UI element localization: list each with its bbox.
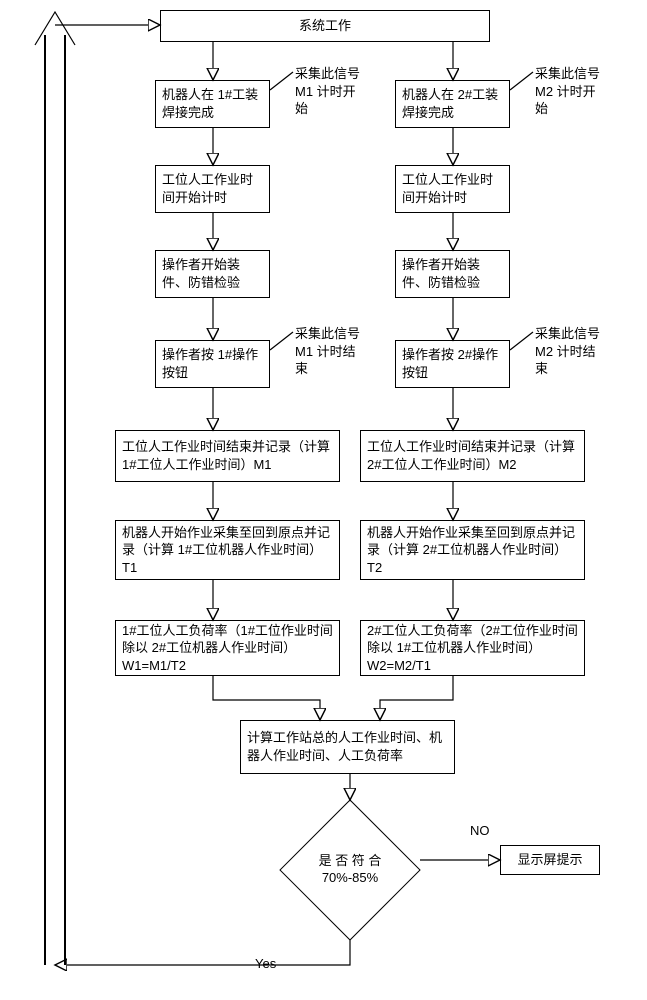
node-decision: 是 否 符 合70%-85% [300, 820, 400, 920]
label: 工位人工作业时间结束并记录（计算 2#工位人工作业时间）M2 [367, 438, 578, 473]
node-l6: 机器人开始作业采集至回到原点并记录（计算 1#工位机器人作业时间）T1 [115, 520, 340, 580]
node-l5: 工位人工作业时间结束并记录（计算 1#工位人工作业时间）M1 [115, 430, 340, 482]
label: 是 否 符 合70%-85% [300, 853, 400, 887]
annot-m1-end: 采集此信号M1 计时结束 [295, 325, 365, 378]
label: 1#工位人工负荷率（1#工位作业时间除以 2#工位机器人作业时间）W1=M1/T… [122, 622, 333, 675]
label: 操作者开始装件、防错检验 [162, 256, 263, 291]
node-r2: 工位人工作业时间开始计时 [395, 165, 510, 213]
label: 工位人工作业时间开始计时 [402, 171, 503, 206]
node-l1: 机器人在 1#工装焊接完成 [155, 80, 270, 128]
node-l3: 操作者开始装件、防错检验 [155, 250, 270, 298]
node-r4: 操作者按 2#操作按钮 [395, 340, 510, 388]
annot-m1-start: 采集此信号M1 计时开始 [295, 65, 365, 118]
label: 操作者开始装件、防错检验 [402, 256, 503, 291]
label-yes: Yes [255, 955, 276, 973]
label: 机器人在 1#工装焊接完成 [162, 86, 263, 121]
label-no: NO [470, 822, 490, 840]
node-system-work: 系统工作 [160, 10, 490, 42]
label: 系统工作 [299, 17, 351, 35]
label: 工位人工作业时间开始计时 [162, 171, 263, 206]
node-r1: 机器人在 2#工装焊接完成 [395, 80, 510, 128]
label: 2#工位人工负荷率（2#工位作业时间除以 1#工位机器人作业时间）W2=M2/T… [367, 622, 578, 675]
annot-m2-start: 采集此信号M2 计时开始 [535, 65, 605, 118]
label: 工位人工作业时间结束并记录（计算 1#工位人工作业时间）M1 [122, 438, 333, 473]
node-l7: 1#工位人工负荷率（1#工位作业时间除以 2#工位机器人作业时间）W1=M1/T… [115, 620, 340, 676]
node-calc-total: 计算工作站总的人工作业时间、机器人作业时间、人工负荷率 [240, 720, 455, 774]
label: 机器人在 2#工装焊接完成 [402, 86, 503, 121]
flowchart-canvas: 系统工作 机器人在 1#工装焊接完成 工位人工作业时间开始计时 操作者开始装件、… [0, 0, 647, 1000]
label: 显示屏提示 [517, 851, 582, 869]
node-r5: 工位人工作业时间结束并记录（计算 2#工位人工作业时间）M2 [360, 430, 585, 482]
node-r7: 2#工位人工负荷率（2#工位作业时间除以 1#工位机器人作业时间）W2=M2/T… [360, 620, 585, 676]
node-r3: 操作者开始装件、防错检验 [395, 250, 510, 298]
node-display-prompt: 显示屏提示 [500, 845, 600, 875]
node-l4: 操作者按 1#操作按钮 [155, 340, 270, 388]
label: 计算工作站总的人工作业时间、机器人作业时间、人工负荷率 [247, 729, 448, 764]
label: 机器人开始作业采集至回到原点并记录（计算 1#工位机器人作业时间）T1 [122, 524, 333, 577]
label: 操作者按 1#操作按钮 [162, 346, 263, 381]
label: 机器人开始作业采集至回到原点并记录（计算 2#工位机器人作业时间）T2 [367, 524, 578, 577]
annot-m2-end: 采集此信号M2 计时结束 [535, 325, 605, 378]
node-r6: 机器人开始作业采集至回到原点并记录（计算 2#工位机器人作业时间）T2 [360, 520, 585, 580]
node-l2: 工位人工作业时间开始计时 [155, 165, 270, 213]
label: 操作者按 2#操作按钮 [402, 346, 503, 381]
